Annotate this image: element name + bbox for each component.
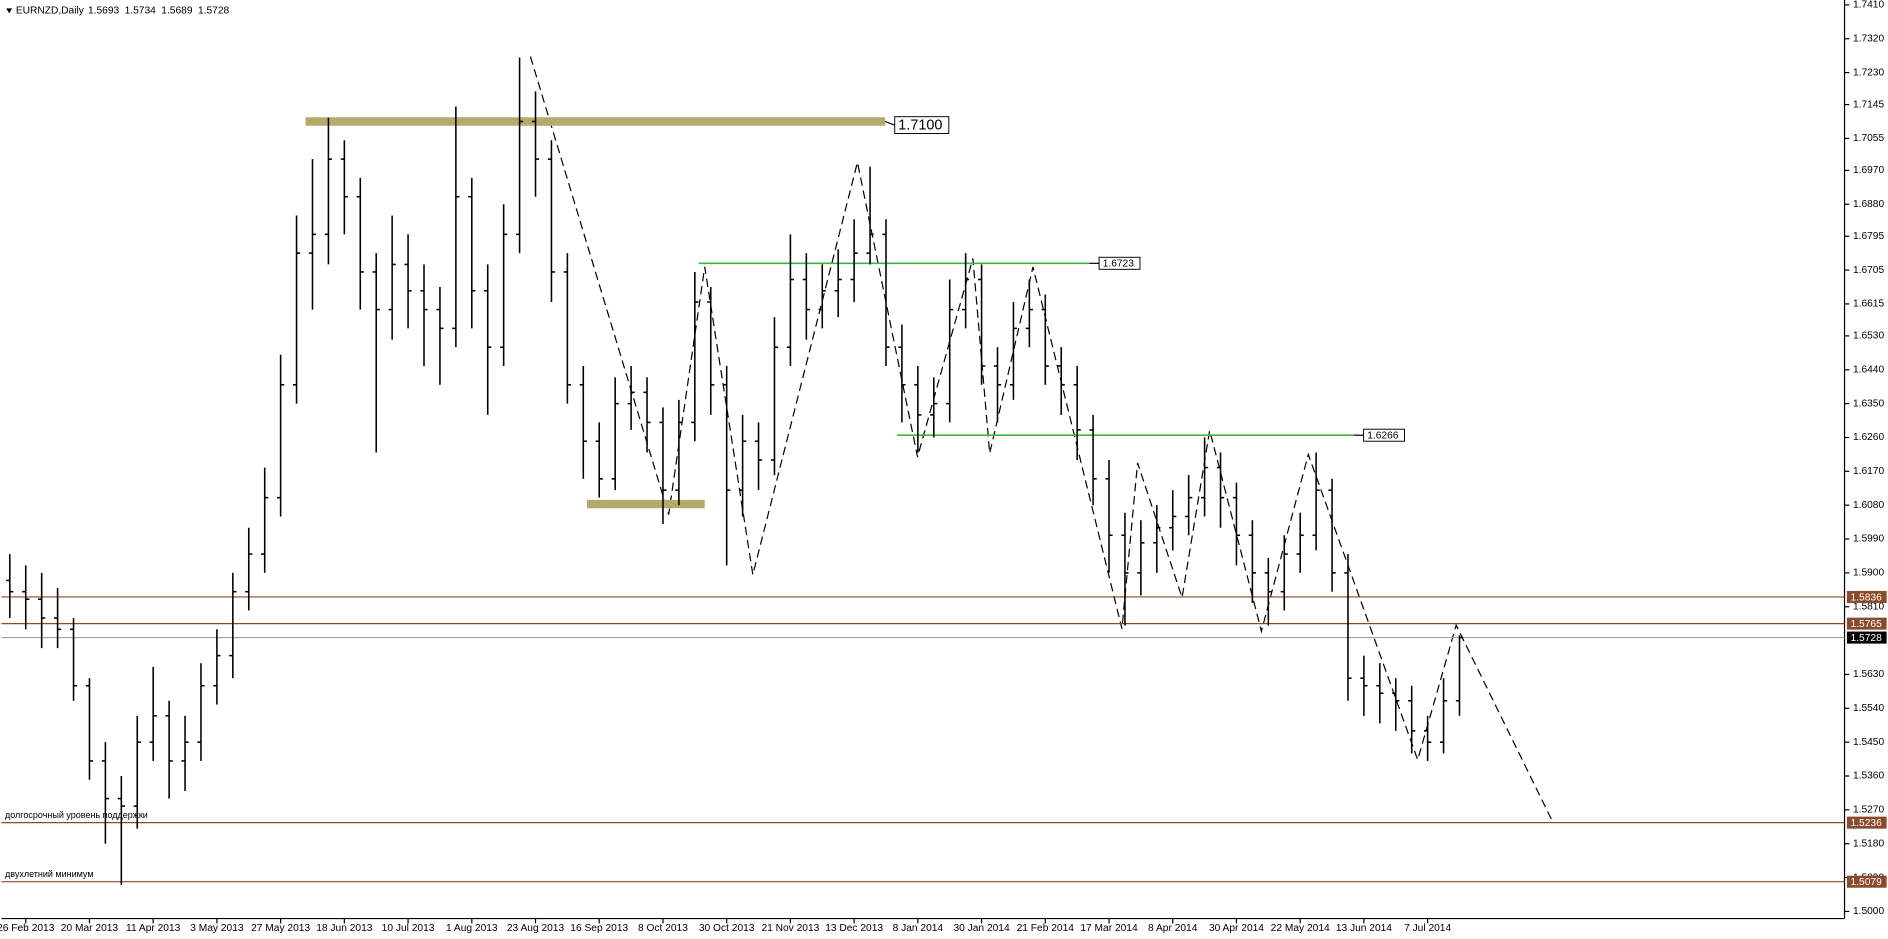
y-tick-label: 1.6080 — [1853, 500, 1885, 511]
level-axis-label: 1.5765 — [1851, 619, 1883, 630]
x-tick-label: 11 Apr 2013 — [126, 923, 181, 934]
y-tick-label: 1.7410 — [1853, 0, 1885, 11]
x-tick-label: 13 Dec 2013 — [825, 923, 883, 934]
level-note: долгосрочный уровень поддержки — [5, 810, 148, 820]
level-label: 1.6266 — [1367, 431, 1399, 442]
current-price-label: 1.5728 — [1851, 633, 1883, 644]
x-tick-label: 1 Aug 2013 — [446, 923, 498, 934]
y-tick-label: 1.6880 — [1853, 199, 1885, 210]
x-tick-label: 20 Mar 2013 — [61, 923, 119, 934]
level-axis-label: 1.5079 — [1851, 877, 1883, 888]
x-tick-label: 22 May 2014 — [1271, 923, 1330, 934]
y-tick-label: 1.6530 — [1853, 331, 1885, 342]
x-tick-label: 21 Feb 2014 — [1017, 923, 1075, 934]
level-label: 1.6723 — [1103, 259, 1135, 270]
y-tick-label: 1.5540 — [1853, 703, 1885, 714]
y-tick-label: 1.6970 — [1853, 165, 1885, 176]
y-tick-label: 1.5990 — [1853, 534, 1885, 545]
y-tick-label: 1.6350 — [1853, 398, 1885, 409]
level-label-box — [894, 116, 950, 135]
x-tick-label: 17 Mar 2014 — [1080, 923, 1138, 934]
y-tick-label: 1.6795 — [1853, 231, 1885, 242]
x-tick-label: 7 Jul 2014 — [1404, 923, 1451, 934]
level-label-box — [1098, 256, 1141, 270]
y-tick-label: 1.5450 — [1853, 737, 1885, 748]
y-tick-label: 1.6705 — [1853, 265, 1885, 276]
y-tick-label: 1.5900 — [1853, 568, 1885, 579]
x-tick-label: 3 May 2013 — [190, 923, 244, 934]
x-tick-label: 23 Aug 2013 — [507, 923, 565, 934]
y-tick-label: 1.6170 — [1853, 466, 1885, 477]
level-label: 1.7100 — [898, 118, 942, 134]
x-tick-label: 13 Jun 2014 — [1336, 923, 1392, 934]
x-tick-label: 8 Jan 2014 — [893, 923, 944, 934]
x-tick-label: 26 Feb 2013 — [0, 923, 55, 934]
level-axis-box — [1846, 875, 1887, 888]
y-tick-label: 1.7230 — [1853, 67, 1885, 78]
y-tick-label: 1.5810 — [1853, 601, 1885, 612]
header-value: 1.5693 — [88, 6, 120, 17]
y-tick-label: 1.5360 — [1853, 771, 1885, 782]
level-axis-label: 1.5236 — [1851, 818, 1883, 829]
current-price-box — [1846, 631, 1887, 644]
x-tick-label: 8 Apr 2014 — [1148, 923, 1198, 934]
x-tick-label: 21 Nov 2013 — [761, 923, 819, 934]
y-tick-label: 1.5630 — [1853, 669, 1885, 680]
header-value: 1.5689 — [161, 6, 193, 17]
x-tick-label: 18 Jun 2013 — [316, 923, 372, 934]
x-tick-label: 30 Jan 2014 — [953, 923, 1009, 934]
level-axis-label: 1.5836 — [1851, 592, 1883, 603]
level-connector — [884, 120, 895, 126]
y-tick-label: 1.5270 — [1853, 805, 1885, 816]
menu-arrow[interactable] — [6, 8, 13, 14]
y-tick-label: 1.7145 — [1853, 99, 1885, 110]
y-tick-label: 1.6615 — [1853, 299, 1885, 310]
header-value: 1.5734 — [125, 6, 157, 17]
level-axis-box — [1846, 590, 1887, 603]
level-note: двухлетний минимум — [5, 869, 94, 879]
level-axis-box — [1846, 617, 1887, 630]
y-tick-label: 1.7320 — [1853, 33, 1885, 44]
header-value: 1.5728 — [198, 6, 230, 17]
y-tick-label: 1.6260 — [1853, 432, 1885, 443]
x-tick-label: 10 Jul 2013 — [382, 923, 435, 934]
y-tick-label: 1.5000 — [1853, 906, 1885, 917]
x-tick-label: 30 Oct 2013 — [699, 923, 755, 934]
y-tick-label: 1.7055 — [1853, 133, 1885, 144]
x-tick-label: 30 Apr 2014 — [1209, 923, 1264, 934]
x-tick-label: 8 Oct 2013 — [638, 923, 688, 934]
level-axis-box — [1846, 816, 1887, 829]
y-tick-label: 1.6440 — [1853, 364, 1885, 375]
level-label-box — [1363, 428, 1405, 442]
chart-title: EURNZD,Daily — [16, 6, 85, 17]
x-tick-label: 16 Sep 2013 — [570, 923, 628, 934]
x-tick-label: 27 May 2013 — [251, 923, 310, 934]
y-tick-label: 1.5180 — [1853, 838, 1885, 849]
